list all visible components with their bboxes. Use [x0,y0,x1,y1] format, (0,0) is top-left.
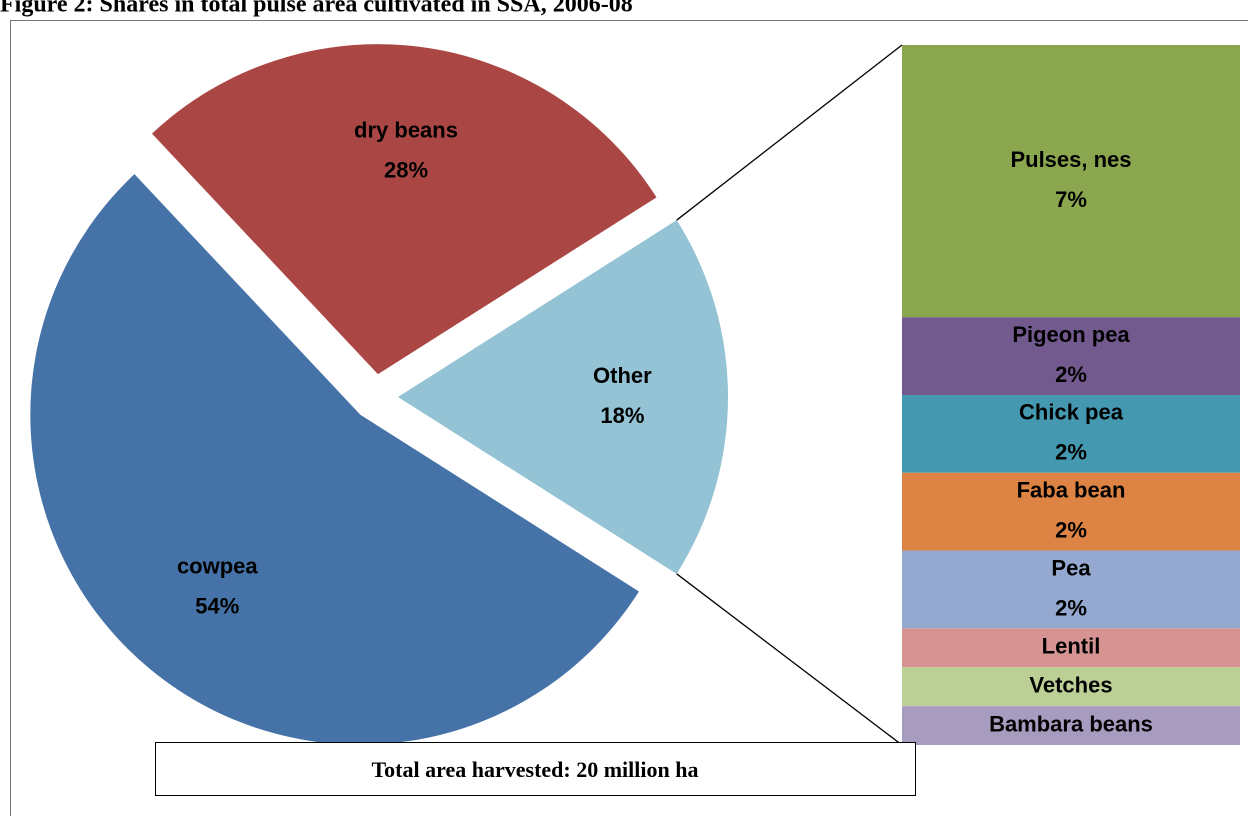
bar-segment [902,45,1240,318]
bar-segment [902,550,1240,629]
segment-label: Bambara beans [989,711,1153,736]
chart-title: Figure 2: Shares in total pulse area cul… [0,0,633,18]
bar-segment [902,628,1240,668]
slice-value-label: 28% [384,157,428,182]
segment-value-label: 2% [1055,595,1087,620]
segment-label: Chick pea [1019,400,1124,425]
segment-value-label: 2% [1055,440,1087,465]
bar-segment [902,667,1240,707]
segment-label: Pea [1051,555,1091,580]
bar-segment [902,395,1240,473]
frame [10,20,1248,816]
bar-segment [902,317,1240,395]
segment-label: Pigeon pea [1012,322,1130,347]
segment-label: Vetches [1029,672,1112,697]
segment-value-label: 2% [1055,517,1087,542]
connector-line [676,44,903,221]
pie-slice [151,44,657,375]
connector-line [676,573,903,746]
annotation: Total area harvested: 20 million ha [372,757,699,782]
pie-slice [30,174,639,745]
bar-segment [902,706,1240,745]
segment-label: Faba bean [1017,477,1126,502]
pie-slice [398,220,728,574]
slice-value-label: 54% [195,593,239,618]
bar-segment [902,472,1240,551]
segment-value-label: 7% [1055,187,1087,212]
slice-label: Other [593,363,652,388]
slice-label: cowpea [177,553,258,578]
annotation-box [155,742,916,796]
segment-label: Lentil [1042,634,1101,659]
slice-value-label: 18% [600,403,644,428]
segment-value-label: 2% [1055,362,1087,387]
slice-label: dry beans [354,117,458,142]
segment-label: Pulses, nes [1010,147,1131,172]
plot: cowpea 54% dry beans 28% Other 18% Pulses, nes… [30,44,1240,746]
